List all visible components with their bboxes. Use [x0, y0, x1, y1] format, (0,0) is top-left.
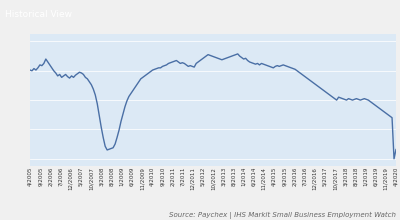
Text: Historical View: Historical View — [5, 9, 72, 18]
Text: Source: Paychex | IHS Markit Small Business Employment Watch: Source: Paychex | IHS Markit Small Busin… — [169, 212, 396, 219]
